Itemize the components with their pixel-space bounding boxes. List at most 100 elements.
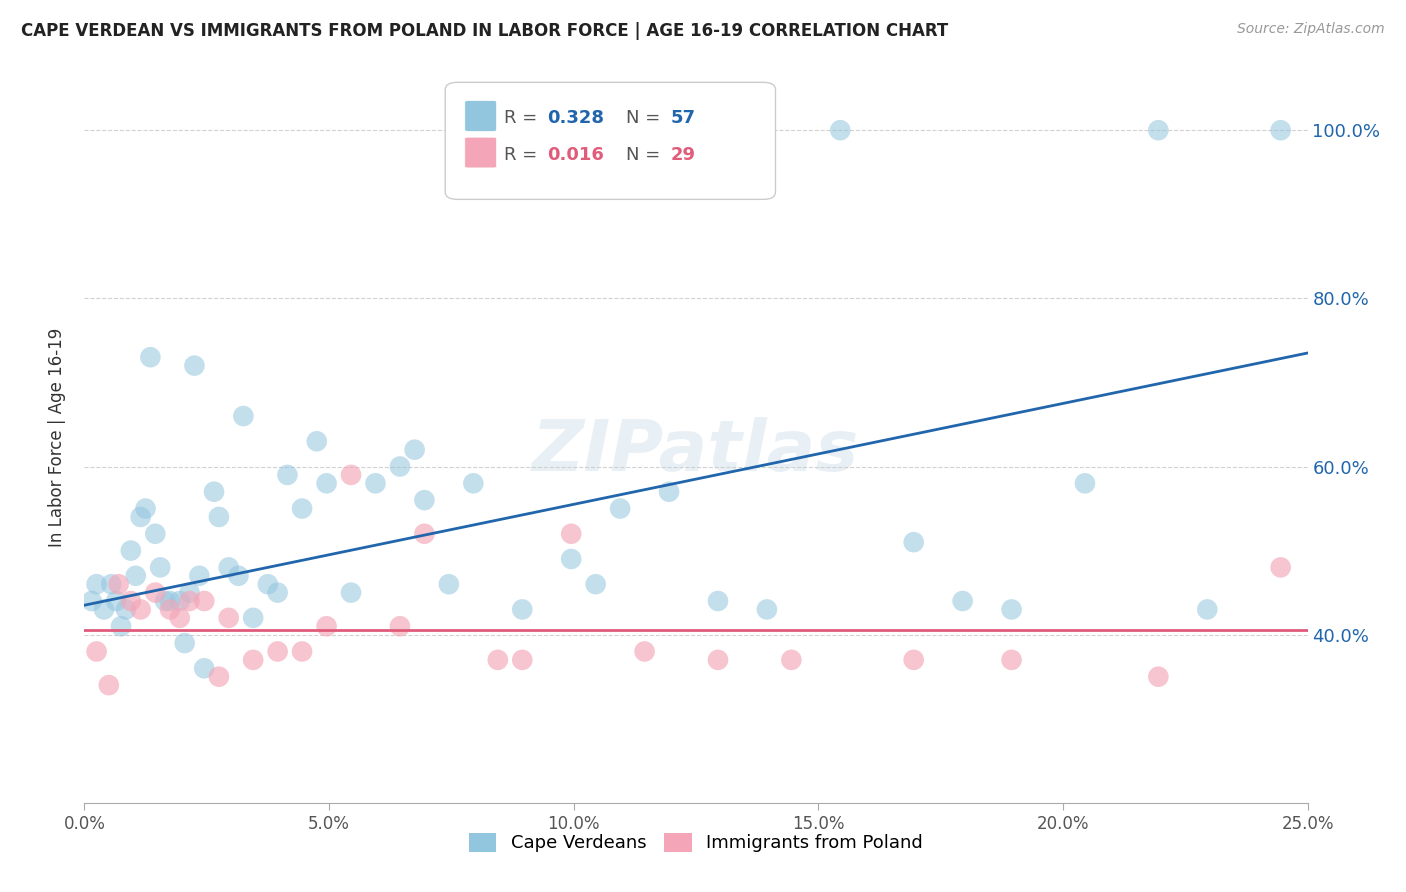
Point	[208, 670, 231, 684]
Point	[291, 501, 314, 516]
Point	[153, 594, 176, 608]
Point	[633, 644, 655, 658]
Point	[266, 585, 288, 599]
Point	[179, 585, 201, 599]
Text: N =: N =	[626, 110, 666, 128]
Point	[159, 602, 181, 616]
Text: R =: R =	[503, 110, 543, 128]
Point	[388, 619, 411, 633]
Text: 0.328: 0.328	[547, 110, 603, 128]
Point	[173, 636, 195, 650]
Point	[560, 552, 582, 566]
Point	[169, 594, 191, 608]
Text: N =: N =	[626, 146, 666, 164]
Text: CAPE VERDEAN VS IMMIGRANTS FROM POLAND IN LABOR FORCE | AGE 16-19 CORRELATION CH: CAPE VERDEAN VS IMMIGRANTS FROM POLAND I…	[21, 22, 948, 40]
Point	[125, 569, 148, 583]
Point	[315, 619, 337, 633]
Point	[1270, 123, 1292, 137]
Point	[129, 602, 152, 616]
Point	[1147, 123, 1170, 137]
Point	[340, 585, 363, 599]
Legend: Cape Verdeans, Immigrants from Poland: Cape Verdeans, Immigrants from Poland	[463, 826, 929, 860]
Point	[291, 644, 314, 658]
Point	[510, 602, 533, 616]
Point	[143, 585, 166, 599]
Point	[257, 577, 280, 591]
Point	[486, 653, 509, 667]
Point	[1000, 602, 1022, 616]
Point	[266, 644, 288, 658]
Point	[560, 526, 582, 541]
Text: 29: 29	[671, 146, 696, 164]
FancyBboxPatch shape	[465, 137, 496, 168]
Point	[188, 569, 211, 583]
Point	[100, 577, 122, 591]
Point	[139, 350, 162, 364]
Point	[413, 526, 436, 541]
Point	[388, 459, 411, 474]
Point	[193, 661, 215, 675]
Point	[202, 484, 225, 499]
Y-axis label: In Labor Force | Age 16-19: In Labor Force | Age 16-19	[48, 327, 66, 547]
Point	[97, 678, 120, 692]
Point	[463, 476, 485, 491]
Text: R =: R =	[503, 146, 543, 164]
Point	[780, 653, 803, 667]
Point	[1147, 670, 1170, 684]
Point	[193, 594, 215, 608]
Point	[129, 510, 152, 524]
Point	[80, 594, 103, 608]
Text: Source: ZipAtlas.com: Source: ZipAtlas.com	[1237, 22, 1385, 37]
Point	[340, 467, 363, 482]
Point	[218, 611, 240, 625]
Point	[707, 653, 730, 667]
Point	[707, 594, 730, 608]
Point	[510, 653, 533, 667]
FancyBboxPatch shape	[446, 82, 776, 200]
Point	[228, 569, 250, 583]
Text: ZIPatlas: ZIPatlas	[533, 417, 859, 486]
Point	[86, 644, 108, 658]
Point	[413, 493, 436, 508]
Point	[437, 577, 460, 591]
Point	[135, 501, 157, 516]
Point	[1270, 560, 1292, 574]
Point	[120, 543, 142, 558]
Point	[149, 560, 172, 574]
Point	[169, 611, 191, 625]
Text: 57: 57	[671, 110, 696, 128]
Text: 0.016: 0.016	[547, 146, 603, 164]
Point	[218, 560, 240, 574]
Point	[276, 467, 298, 482]
Point	[315, 476, 337, 491]
Point	[609, 501, 631, 516]
Point	[115, 602, 138, 616]
Point	[1000, 653, 1022, 667]
FancyBboxPatch shape	[465, 101, 496, 131]
Point	[183, 359, 205, 373]
Point	[952, 594, 974, 608]
Point	[232, 409, 254, 423]
Point	[208, 510, 231, 524]
Point	[486, 123, 509, 137]
Point	[242, 611, 264, 625]
Point	[364, 476, 387, 491]
Point	[658, 484, 681, 499]
Point	[242, 653, 264, 667]
Point	[86, 577, 108, 591]
Point	[107, 577, 129, 591]
Point	[120, 594, 142, 608]
Point	[1074, 476, 1097, 491]
Point	[404, 442, 426, 457]
Point	[903, 535, 925, 549]
Point	[143, 526, 166, 541]
Point	[159, 594, 181, 608]
Point	[93, 602, 115, 616]
Point	[179, 594, 201, 608]
Point	[585, 577, 607, 591]
Point	[903, 653, 925, 667]
Point	[110, 619, 132, 633]
Point	[755, 602, 778, 616]
Point	[305, 434, 328, 449]
Point	[105, 594, 128, 608]
